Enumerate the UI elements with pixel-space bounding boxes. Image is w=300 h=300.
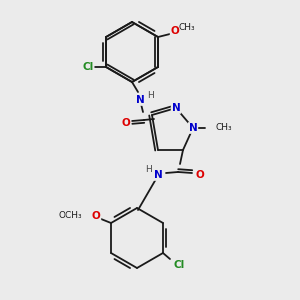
Text: Cl: Cl (82, 62, 94, 72)
Text: CH₃: CH₃ (179, 23, 195, 32)
Text: O: O (196, 170, 204, 180)
Text: Cl: Cl (173, 260, 184, 270)
Text: CH₃: CH₃ (215, 124, 232, 133)
Text: H: H (145, 164, 152, 173)
Text: O: O (171, 26, 179, 36)
Text: H: H (148, 92, 154, 100)
Text: N: N (172, 103, 180, 113)
Text: OCH₃: OCH₃ (58, 211, 82, 220)
Text: N: N (189, 123, 197, 133)
Text: O: O (122, 118, 130, 128)
Text: N: N (154, 170, 162, 180)
Text: O: O (92, 211, 100, 221)
Text: N: N (136, 95, 144, 105)
